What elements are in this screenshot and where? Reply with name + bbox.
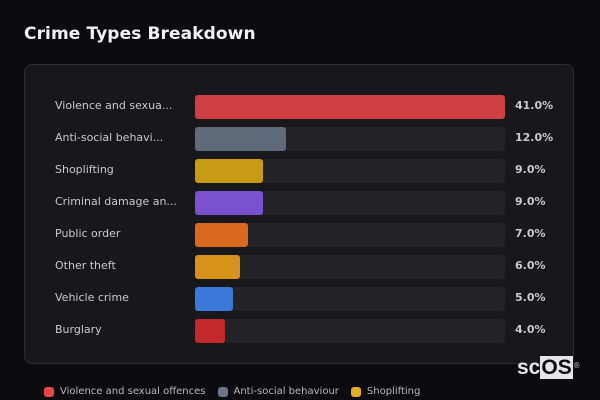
logo-prefix: sc (517, 356, 541, 379)
watermark-logo: scOS ® (517, 356, 580, 379)
legend-item[interactable]: Shoplifting (350, 386, 421, 397)
bar-track (195, 319, 505, 343)
bar-row: Violence and sexua... 41.0% (25, 95, 573, 119)
bar-track (195, 127, 505, 151)
bar-row: Vehicle crime 5.0% (25, 287, 573, 311)
legend-item[interactable]: Violence and sexual offences (44, 386, 206, 397)
chart-legend: Violence and sexual offences Anti-social … (44, 386, 420, 397)
bar-label: Other theft (55, 259, 116, 272)
bar-fill[interactable] (195, 159, 264, 183)
bar-value: 12.0% (515, 131, 554, 144)
bar-track (195, 223, 505, 247)
bar-label: Violence and sexua... (55, 99, 173, 112)
bar-value: 9.0% (515, 163, 546, 176)
bar-value: 41.0% (515, 99, 554, 112)
bar-row: Criminal damage an... 9.0% (25, 191, 573, 215)
bar-label: Public order (55, 227, 121, 240)
registered-mark-icon: ® (573, 361, 580, 370)
bar-label: Shoplifting (55, 163, 114, 176)
bar-fill[interactable] (195, 127, 286, 151)
legend-swatch-icon (44, 386, 54, 397)
bar-fill[interactable] (195, 255, 241, 279)
bar-label: Anti-social behavi... (55, 131, 164, 144)
bar-value: 6.0% (515, 259, 546, 272)
legend-item[interactable]: Anti-social behaviour (217, 386, 339, 397)
logo-highlight: OS (540, 356, 573, 379)
bar-fill[interactable] (195, 287, 233, 311)
page-title: Crime Types Breakdown (24, 24, 256, 44)
bar-value: 5.0% (515, 291, 546, 304)
bar-value: 7.0% (515, 227, 546, 240)
bar-track (195, 255, 505, 279)
bar-label: Vehicle crime (55, 291, 129, 304)
bar-fill[interactable] (195, 223, 248, 247)
bar-label: Criminal damage an... (55, 195, 177, 208)
bar-label: Burglary (55, 323, 102, 336)
bar-row: Other theft 6.0% (25, 255, 573, 279)
bar-value: 9.0% (515, 195, 546, 208)
bar-track (195, 191, 505, 215)
bar-fill[interactable] (195, 191, 264, 215)
legend-label: Shoplifting (366, 386, 421, 397)
legend-swatch-icon (350, 386, 361, 397)
bar-track (195, 287, 505, 311)
bar-row: Shoplifting 9.0% (25, 159, 573, 183)
legend-swatch-icon (217, 386, 228, 397)
bar-track (195, 95, 505, 119)
bar-fill[interactable] (195, 95, 505, 119)
legend-label: Anti-social behaviour (233, 386, 339, 397)
chart-panel: Violence and sexua... 41.0% Anti-social be… (24, 64, 574, 364)
bar-track (195, 159, 505, 183)
bar-fill[interactable] (195, 319, 226, 343)
bar-value: 4.0% (515, 323, 546, 336)
bar-row: Anti-social behavi... 12.0% (25, 127, 573, 151)
legend-label: Violence and sexual offences (60, 386, 206, 397)
bar-row: Burglary 4.0% (25, 319, 573, 343)
bar-row: Public order 7.0% (25, 223, 573, 247)
